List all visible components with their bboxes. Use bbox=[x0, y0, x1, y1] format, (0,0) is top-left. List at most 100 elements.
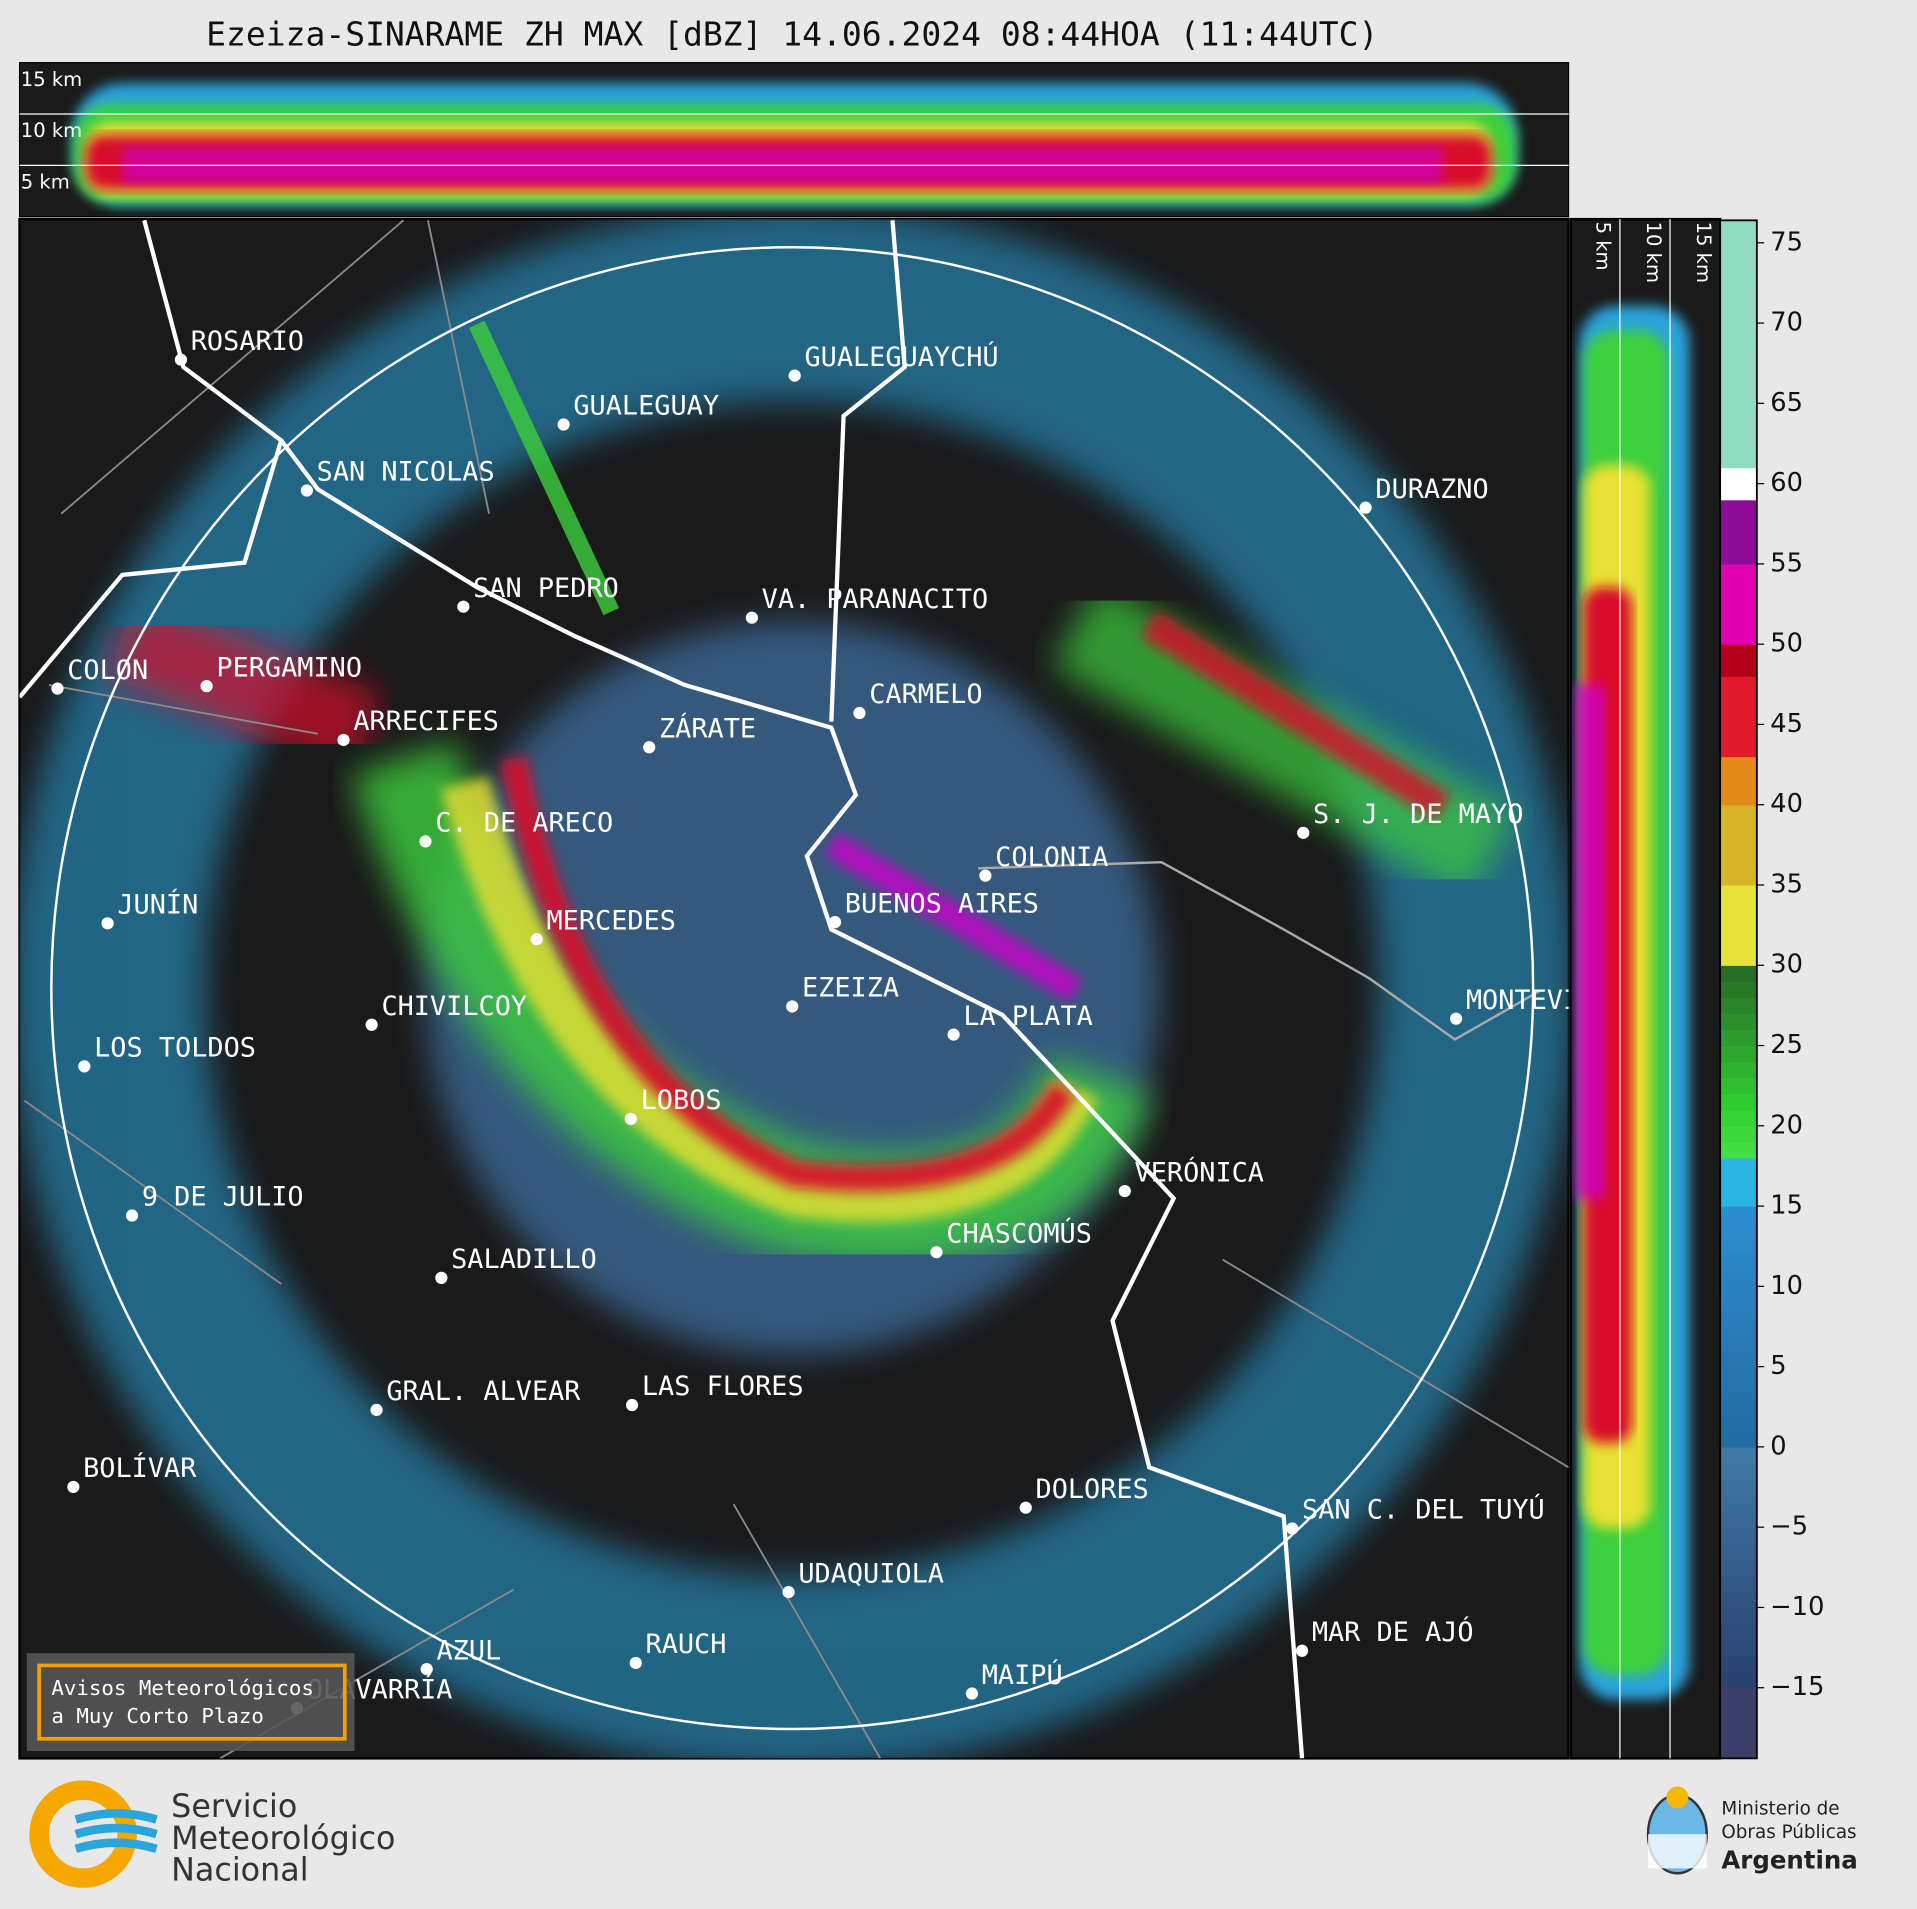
colorbar-step bbox=[1720, 965, 1757, 982]
top-profile bbox=[73, 83, 1516, 206]
city-label: CARMELO bbox=[869, 679, 982, 710]
city-dot bbox=[51, 682, 64, 695]
city-dot bbox=[78, 1060, 91, 1073]
colorbar-tick-label: 70 bbox=[1770, 308, 1803, 338]
city-dot bbox=[930, 1246, 943, 1259]
city-dot bbox=[435, 1271, 448, 1284]
city-dot bbox=[420, 1662, 433, 1676]
city-label: ZÁRATE bbox=[659, 712, 756, 744]
colorbar-step bbox=[1720, 1462, 1757, 1480]
colorbar-step bbox=[1720, 499, 1757, 517]
colorbar-step bbox=[1720, 1270, 1757, 1287]
colorbar-step bbox=[1720, 1511, 1757, 1528]
colorbar-step bbox=[1720, 788, 1757, 806]
colorbar-step bbox=[1720, 820, 1757, 838]
city-dot bbox=[67, 1480, 80, 1494]
colorbar-step bbox=[1720, 419, 1757, 437]
colorbar-step bbox=[1720, 1446, 1757, 1464]
colorbar-tick-label: 50 bbox=[1770, 629, 1803, 659]
colorbar-step bbox=[1720, 435, 1757, 453]
city-label: AZUL bbox=[436, 1635, 501, 1666]
colorbar-step bbox=[1720, 531, 1757, 549]
height-label: 5 km bbox=[21, 171, 70, 194]
city-dot bbox=[786, 1000, 799, 1013]
colorbar-step bbox=[1720, 1559, 1757, 1576]
colorbar-step bbox=[1720, 692, 1757, 710]
colorbar-tick-label: −10 bbox=[1770, 1592, 1824, 1622]
logo-text: Meteorológico bbox=[171, 1821, 395, 1857]
radar-echoes bbox=[19, 219, 1569, 1759]
logo-text: Argentina bbox=[1721, 1845, 1857, 1874]
city-layer: ROSARIO GUALEGUAYCHÚ GUALEGUAY SAN NICOLAS D… bbox=[51, 326, 1628, 1715]
city-label: SALADILLO bbox=[451, 1244, 597, 1275]
colorbar-step bbox=[1720, 1222, 1757, 1239]
colorbar-step bbox=[1720, 563, 1757, 581]
colorbar-step bbox=[1720, 1478, 1757, 1496]
city-label: GUALEGUAYCHÚ bbox=[804, 341, 998, 373]
colorbar-tick-label: 10 bbox=[1770, 1271, 1803, 1301]
colorbar-tick-label: 5 bbox=[1770, 1351, 1786, 1381]
city-dot bbox=[530, 933, 543, 946]
notice-text: a Muy Corto Plazo bbox=[51, 1704, 264, 1728]
city-dot bbox=[125, 1209, 139, 1222]
colorbar-step bbox=[1720, 1190, 1757, 1207]
city-label: MONTEVIDEO bbox=[1466, 985, 1628, 1016]
colorbar-step bbox=[1720, 1206, 1757, 1223]
range-ring bbox=[50, 246, 1535, 1731]
colorbar-step bbox=[1720, 660, 1757, 677]
colorbar-step bbox=[1720, 515, 1757, 533]
colorbar-step bbox=[1720, 1527, 1757, 1544]
city-label: CHIVILCOY bbox=[381, 991, 527, 1022]
side-profile bbox=[1574, 305, 1690, 1700]
colorbar-step bbox=[1720, 1751, 1757, 1759]
city-label: SAN C. DEL TUYÚ bbox=[1302, 1494, 1545, 1526]
colorbar-step bbox=[1720, 290, 1757, 308]
city-label: DURAZNO bbox=[1375, 474, 1488, 505]
colorbar-step bbox=[1720, 1318, 1757, 1336]
colorbar-tick-label: −15 bbox=[1770, 1672, 1824, 1702]
colorbar-step bbox=[1720, 242, 1757, 260]
colorbar-step bbox=[1720, 917, 1757, 934]
colorbar-step bbox=[1720, 1575, 1757, 1592]
colorbar-tick-label: 25 bbox=[1770, 1030, 1803, 1060]
colorbar-step bbox=[1720, 1013, 1757, 1031]
colorbar-step bbox=[1720, 804, 1757, 822]
city-label: VERÓNICA bbox=[1135, 1156, 1264, 1188]
colorbar-step bbox=[1720, 852, 1757, 870]
city-label: LOS TOLDOS bbox=[94, 1033, 256, 1064]
city-dot bbox=[625, 1398, 639, 1412]
city-dot bbox=[828, 915, 842, 929]
colorbar-step bbox=[1720, 676, 1757, 693]
colorbar-step bbox=[1720, 1109, 1757, 1127]
city-dot bbox=[557, 418, 570, 431]
city-label: LAS FLORES bbox=[642, 1371, 804, 1402]
ministry-emblem bbox=[1646, 1786, 1708, 1875]
colorbar-step bbox=[1720, 451, 1757, 469]
colorbar-step bbox=[1720, 1302, 1757, 1320]
city-dot bbox=[200, 680, 213, 693]
colorbar-step bbox=[1720, 1029, 1757, 1047]
city-dot bbox=[1449, 1012, 1463, 1025]
colorbar-step bbox=[1720, 1543, 1757, 1560]
colorbar-step bbox=[1720, 579, 1757, 597]
city-dot bbox=[457, 600, 470, 613]
city-label: UDAQUIOLA bbox=[798, 1558, 944, 1589]
colorbar-step bbox=[1720, 708, 1757, 726]
city-dot bbox=[337, 733, 350, 747]
colorbar-step bbox=[1720, 483, 1757, 501]
city-dot bbox=[788, 369, 801, 382]
city-label: 9 DE JULIO bbox=[142, 1182, 304, 1213]
height-label: 10 km bbox=[21, 119, 82, 142]
colorbar-tick-label: 30 bbox=[1770, 950, 1803, 980]
city-label: EZEIZA bbox=[802, 973, 899, 1004]
city-label: SAN PEDRO bbox=[473, 573, 619, 604]
colorbar-tick-label: 35 bbox=[1770, 869, 1803, 899]
city-dot bbox=[745, 611, 758, 624]
colorbar-step bbox=[1720, 981, 1757, 998]
colorbar-step bbox=[1720, 1639, 1757, 1657]
city-label: SAN NICOLAS bbox=[317, 457, 495, 488]
city-label: C. DE ARECO bbox=[435, 808, 613, 839]
colorbar-step bbox=[1720, 644, 1757, 661]
logo-text: Ministerio de bbox=[1721, 1799, 1839, 1820]
